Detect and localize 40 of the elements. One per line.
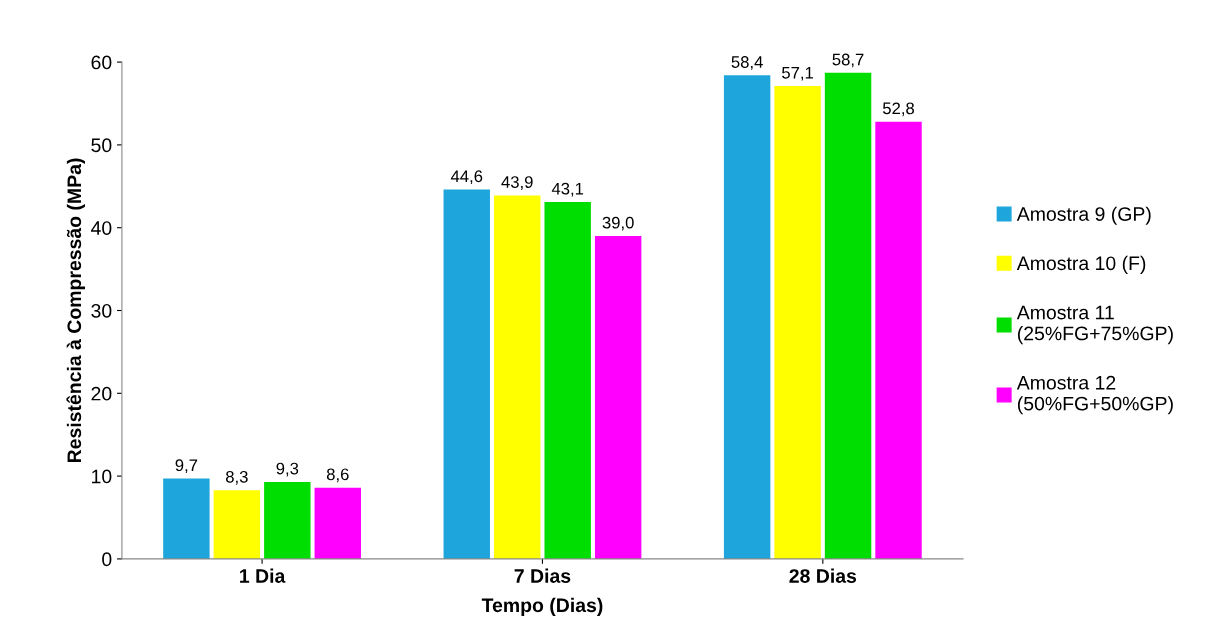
bar [314,487,361,559]
y-tick-label: 30 [91,303,112,318]
data-label: 8,3 [225,470,248,485]
data-label: 43,9 [501,176,533,190]
y-tick-label: 20 [91,386,112,401]
y-tick-label: 0 [102,552,112,567]
legend-label: Amostra 9 (GP) [1016,206,1151,225]
data-label: 44,6 [450,170,483,185]
bar [875,121,922,559]
x-axis-title: Tempo (Dias) [481,597,603,616]
bar [544,202,591,559]
bar [774,86,821,559]
data-label: 43,1 [551,182,584,197]
legend-label: Amostra 10 (F) [1016,255,1146,274]
bar [264,481,311,559]
bar [723,75,771,559]
bar [824,72,872,559]
data-label: 9,7 [175,459,198,474]
data-label: 9,3 [276,462,299,477]
x-tick-label: 7 Dias [514,568,571,583]
x-tick-label: 28 Dias [789,568,857,583]
data-label: 58,7 [832,53,864,68]
x-tick-label: 1 Dia [240,568,286,583]
data-label: 58,4 [731,56,763,70]
bar [163,478,210,559]
data-label: 39,0 [602,216,634,231]
data-label: 52,8 [882,102,915,117]
data-label: 57,1 [782,67,813,81]
legend-label: Amostra 11 (25%FG+75%GP) [1016,305,1173,345]
y-axis-title: Resistência à Compressão (MPa) [66,158,85,463]
data-label: 8,6 [326,468,349,483]
y-tick-label: 40 [91,221,112,235]
bar [594,235,642,559]
bar [213,490,261,559]
y-tick-label: 60 [91,55,112,70]
bar [494,195,541,559]
bar [443,189,490,559]
y-tick-label: 50 [91,138,112,153]
legend-label: Amostra 12 (50%FG+50%GP) [1016,375,1173,415]
y-tick-label: 10 [92,469,112,484]
